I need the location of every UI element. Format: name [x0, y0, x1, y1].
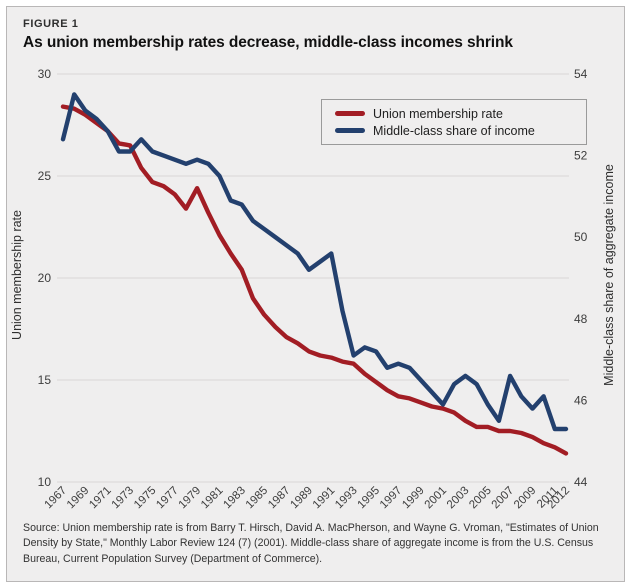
x-tick-label: 1985 — [244, 485, 271, 512]
x-tick-label: 1971 — [87, 485, 114, 512]
left-axis-title: Union membership rate — [10, 210, 24, 340]
right-axis-tick-labels: 54 52 50 48 46 44 — [574, 67, 588, 489]
right-tick-label: 44 — [574, 475, 588, 489]
x-tick-label: 1999 — [400, 485, 427, 512]
x-tick-label: 2003 — [445, 485, 472, 512]
x-tick-label: 1997 — [378, 485, 405, 512]
x-tick-label: 1979 — [177, 485, 204, 512]
left-tick-label: 20 — [38, 271, 52, 285]
union-membership-line — [60, 104, 569, 456]
left-tick-label: 25 — [38, 169, 52, 183]
x-tick-label: 1981 — [199, 485, 226, 512]
right-axis-title: Middle-class share of aggregate income — [602, 164, 616, 386]
x-tick-label: 2005 — [467, 485, 494, 512]
figure-label: FIGURE 1 — [23, 18, 79, 30]
legend: Union membership rate Middle-class share… — [321, 99, 587, 145]
source-note: Source: Union membership rate is from Ba… — [23, 522, 599, 565]
x-tick-label: 1983 — [221, 485, 248, 512]
left-tick-label: 30 — [38, 67, 52, 81]
x-tick-label: 1995 — [356, 485, 383, 512]
legend-label-income: Middle-class share of income — [373, 123, 535, 138]
line-chart: 30 25 20 15 10 54 52 50 48 46 44 1967196919711973… — [10, 67, 616, 512]
right-tick-label: 46 — [574, 393, 588, 407]
x-tick-label: 1993 — [333, 485, 360, 512]
union-line-swatch — [335, 111, 365, 116]
left-axis-tick-labels: 30 25 20 15 10 — [38, 67, 52, 489]
x-axis-tick-labels: 1967196919711973197519771979198119831985… — [43, 485, 573, 512]
right-tick-label: 52 — [574, 149, 588, 163]
right-tick-label: 54 — [574, 67, 588, 81]
right-tick-label: 50 — [574, 230, 588, 244]
right-tick-label: 48 — [574, 312, 588, 326]
x-tick-label: 1969 — [65, 485, 92, 512]
legend-item-income: Middle-class share of income — [335, 123, 578, 138]
data-series — [60, 92, 569, 456]
x-tick-label: 2001 — [423, 485, 450, 512]
x-tick-label: 1989 — [288, 485, 315, 512]
gridlines — [57, 73, 569, 483]
x-tick-label: 1973 — [110, 485, 137, 512]
middle-class-income-line — [60, 92, 569, 432]
left-tick-label: 10 — [38, 475, 52, 489]
income-line-swatch — [335, 128, 365, 133]
x-tick-label: 1977 — [154, 485, 181, 512]
x-tick-label: 1991 — [311, 485, 338, 512]
axis-titles: Union membership rate Middle-class share … — [10, 164, 616, 386]
legend-item-union: Union membership rate — [335, 106, 578, 121]
x-tick-label: 1975 — [132, 485, 159, 512]
x-tick-label: 1987 — [266, 485, 293, 512]
chart-title: As union membership rates decrease, midd… — [23, 34, 513, 51]
x-tick-label: 2009 — [512, 485, 539, 512]
legend-label-union: Union membership rate — [373, 106, 503, 121]
x-tick-label: 2007 — [490, 485, 517, 512]
left-tick-label: 15 — [38, 373, 52, 387]
figure-panel: FIGURE 1 As union membership rates decre… — [6, 6, 625, 582]
